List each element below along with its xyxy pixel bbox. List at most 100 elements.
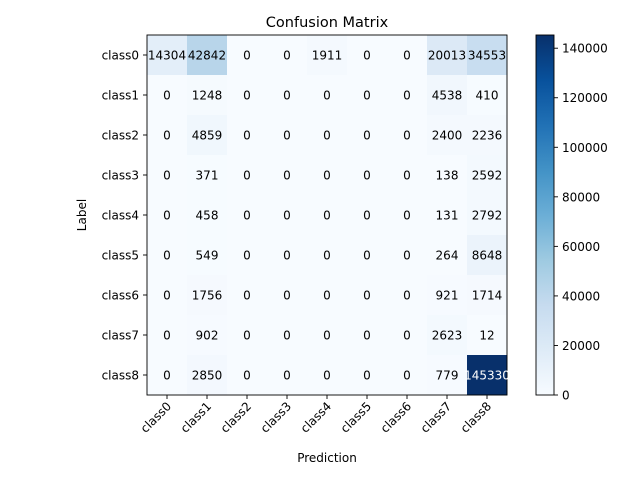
heatmap-cell xyxy=(147,355,188,396)
x-tick-label: class8 xyxy=(458,399,494,435)
cell-value-label: 0 xyxy=(283,289,291,303)
heatmap-cell xyxy=(147,275,188,316)
heatmap-cell xyxy=(347,75,388,116)
cell-value-label: 0 xyxy=(403,169,411,183)
cell-value-label: 902 xyxy=(196,329,219,343)
cell-value-label: 0 xyxy=(283,89,291,103)
cell-value-label: 0 xyxy=(163,289,171,303)
cell-value-label: 0 xyxy=(163,129,171,143)
cell-value-label: 138 xyxy=(436,169,459,183)
cell-value-label: 0 xyxy=(163,329,171,343)
heatmap-cell xyxy=(467,315,508,356)
cell-value-label: 549 xyxy=(196,249,219,263)
heatmap-cell xyxy=(227,155,268,196)
heatmap-cell xyxy=(267,35,308,76)
heatmap-cell xyxy=(187,155,228,196)
heatmap-cell xyxy=(227,235,268,276)
y-axis-label: Label xyxy=(75,199,89,231)
heatmap-cell xyxy=(467,155,508,196)
cell-value-label: 0 xyxy=(283,249,291,263)
y-tick-label: class6 xyxy=(102,289,139,303)
cell-value-label: 0 xyxy=(403,369,411,383)
heatmap-cell xyxy=(387,115,428,156)
heatmap-cell xyxy=(267,275,308,316)
heatmap-cell xyxy=(387,155,428,196)
heatmap-cell xyxy=(227,315,268,356)
heatmap-cell xyxy=(387,35,428,76)
heatmap-cell xyxy=(307,275,348,316)
cell-value-label: 0 xyxy=(243,249,251,263)
cell-value-label: 14304 xyxy=(148,49,186,63)
heatmap-cell xyxy=(147,155,188,196)
heatmap-cell xyxy=(187,235,228,276)
y-tick-label: class5 xyxy=(102,249,139,263)
heatmap-cell xyxy=(427,115,468,156)
cell-value-label: 2792 xyxy=(472,209,503,223)
x-tick-label: class3 xyxy=(258,399,294,435)
heatmap-cell xyxy=(387,75,428,116)
heatmap-cell xyxy=(427,275,468,316)
colorbar-tick-label: 60000 xyxy=(562,240,600,254)
heatmap-cell xyxy=(467,75,508,116)
y-tick-label: class2 xyxy=(102,129,139,143)
heatmap-cell xyxy=(187,275,228,316)
cell-value-label: 0 xyxy=(283,169,291,183)
cell-value-label: 0 xyxy=(363,369,371,383)
heatmap-cell xyxy=(267,115,308,156)
heatmap-cell xyxy=(347,315,388,356)
heatmap-cell xyxy=(347,115,388,156)
heatmap-cell xyxy=(267,155,308,196)
y-tick-label: class0 xyxy=(102,49,139,63)
heatmap-cell xyxy=(467,115,508,156)
heatmap-cell xyxy=(267,355,308,396)
heatmap-cell xyxy=(427,355,468,396)
heatmap-cell xyxy=(147,35,188,76)
cell-value-label: 0 xyxy=(243,89,251,103)
x-tick-label: class5 xyxy=(338,399,374,435)
heatmap-cell xyxy=(387,195,428,236)
y-tick-label: class3 xyxy=(102,169,139,183)
x-tick-label: class4 xyxy=(298,399,334,435)
heatmap-cell xyxy=(227,195,268,236)
heatmap-cell xyxy=(147,315,188,356)
cell-value-label: 1248 xyxy=(192,89,223,103)
chart-title: Confusion Matrix xyxy=(266,15,389,31)
cell-value-label: 1756 xyxy=(192,289,223,303)
cell-value-label: 0 xyxy=(163,89,171,103)
cell-value-label: 0 xyxy=(163,249,171,263)
cell-value-label: 2623 xyxy=(432,329,463,343)
cell-value-label: 0 xyxy=(283,329,291,343)
heatmap-cell xyxy=(427,35,468,76)
cell-value-label: 2236 xyxy=(472,129,503,143)
heatmap-cell xyxy=(347,275,388,316)
heatmap-cell xyxy=(267,235,308,276)
colorbar-tick-label: 120000 xyxy=(562,91,608,105)
cell-value-label: 0 xyxy=(363,329,371,343)
heatmap-cell xyxy=(147,75,188,116)
cell-value-label: 42842 xyxy=(188,49,226,63)
heatmap-cell xyxy=(347,235,388,276)
heatmap-cell xyxy=(147,195,188,236)
colorbar-tick-label: 100000 xyxy=(562,141,608,155)
colorbar-tick-label: 80000 xyxy=(562,190,600,204)
heatmap-cell xyxy=(387,315,428,356)
heatmap-cell xyxy=(187,315,228,356)
y-tick-label: class8 xyxy=(102,369,139,383)
heatmap-cell xyxy=(467,355,508,396)
heatmap-cell xyxy=(227,35,268,76)
heatmap-cell xyxy=(467,235,508,276)
colorbar xyxy=(535,34,555,396)
colorbar-ticks: 0 20000 40000 60000 80000 100000 120000 140000 xyxy=(554,42,608,403)
colorbar-tick-label: 40000 xyxy=(562,289,600,303)
heatmap-cell xyxy=(227,75,268,116)
cell-value-label: 0 xyxy=(403,49,411,63)
cell-value-label: 0 xyxy=(243,209,251,223)
heatmap-cell xyxy=(427,235,468,276)
cell-value-label: 0 xyxy=(323,129,331,143)
cell-value-label: 0 xyxy=(323,289,331,303)
heatmap-cell xyxy=(227,115,268,156)
colorbar-tick-label: 0 xyxy=(562,389,570,403)
cell-value-label: 0 xyxy=(243,129,251,143)
cell-value-label: 2400 xyxy=(432,129,463,143)
